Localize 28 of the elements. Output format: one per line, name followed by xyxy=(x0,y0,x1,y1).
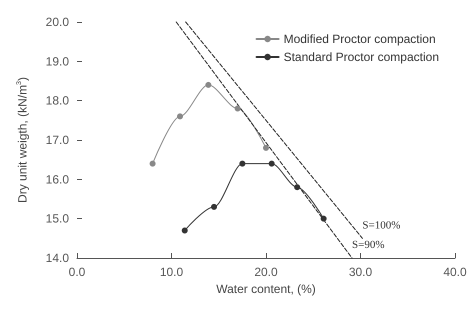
point xyxy=(211,204,218,210)
x-tick-label: 30.0 xyxy=(348,265,372,279)
point xyxy=(150,160,156,167)
point xyxy=(239,160,246,167)
x-tick-label: 20.0 xyxy=(254,265,278,279)
x-axis-title: Water content, (%) xyxy=(216,282,316,296)
point xyxy=(268,160,275,167)
point xyxy=(320,216,327,222)
y-tick-label: 18.0 xyxy=(46,94,70,108)
y-tick-label: 17.0 xyxy=(46,133,70,147)
x-tick-label: 0.0 xyxy=(68,265,86,279)
point xyxy=(263,144,269,151)
point xyxy=(177,113,184,120)
point xyxy=(205,82,212,88)
point xyxy=(294,184,300,190)
point xyxy=(234,106,241,112)
y-tick-label: 14.0 xyxy=(46,251,70,265)
legend-label: Modified Proctor compaction xyxy=(284,32,436,46)
y-tick-label: 20.0 xyxy=(46,15,70,29)
x-tick-label: 10.0 xyxy=(160,265,184,279)
x-tick-label: 40.0 xyxy=(443,265,467,279)
y-tick-label: 16.0 xyxy=(46,172,70,186)
series-label: S=90% xyxy=(352,239,384,251)
legend-label: Standard Proctor compaction xyxy=(284,50,440,64)
y-tick-label: 19.0 xyxy=(46,54,70,68)
series-label: S=100% xyxy=(362,219,400,232)
y-tick-label: 15.0 xyxy=(46,212,70,226)
point xyxy=(182,227,188,234)
